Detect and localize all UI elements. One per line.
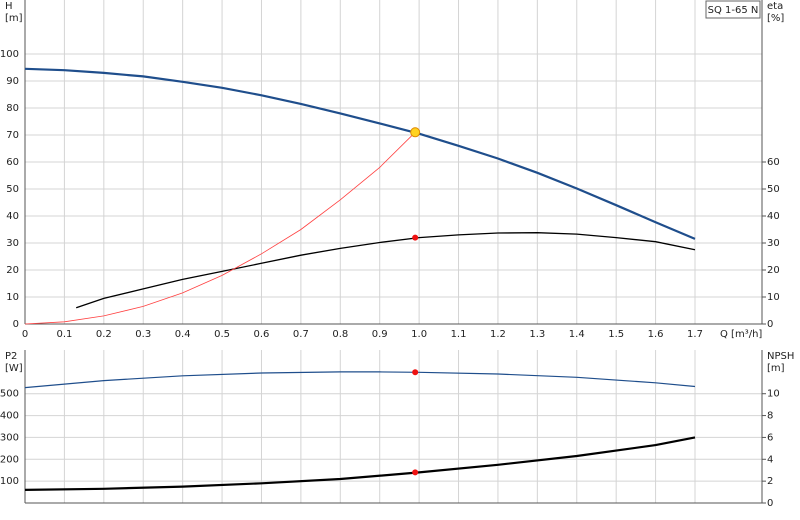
x-tick-label: 1.1 — [451, 329, 467, 340]
x-tick-label: 0.5 — [214, 329, 230, 340]
x-tick-label: 0.3 — [135, 329, 151, 340]
point — [412, 369, 419, 376]
y-tick-label: 20 — [6, 265, 19, 276]
y2-tick-label: 2 — [767, 476, 773, 487]
x-tick-label: 0.7 — [293, 329, 309, 340]
y2-tick-label: 10 — [767, 389, 780, 400]
x-tick-label: 1.7 — [687, 329, 703, 340]
y-tick-label: 100 — [0, 476, 19, 487]
x-tick-label: 1.3 — [529, 329, 545, 340]
y2-tick-label: 40 — [767, 211, 780, 222]
x-tick-label: 0 — [22, 329, 28, 340]
y2-tick-label: 8 — [767, 411, 773, 422]
y2-tick-label: 6 — [767, 432, 773, 443]
x-tick-label: 0.2 — [96, 329, 112, 340]
curve — [75, 232, 696, 309]
x-tick-label: 1.2 — [490, 329, 506, 340]
x-tick-label: 0.4 — [175, 329, 191, 340]
x-tick-label: 1.6 — [648, 329, 664, 340]
y-tick-label: 100 — [0, 49, 19, 60]
curve — [24, 67, 696, 240]
y-axis-label: [W] — [5, 363, 23, 374]
y-tick-label: 80 — [6, 103, 19, 114]
y2-tick-label: 60 — [767, 157, 780, 168]
y2-axis-label: [%] — [767, 13, 784, 24]
y2-axis-label: [m] — [767, 363, 785, 374]
y-tick-label: 0 — [13, 319, 19, 330]
curve — [24, 132, 416, 325]
y-axis-label: H — [5, 1, 13, 12]
y-tick-label: 400 — [0, 411, 19, 422]
y-tick-label: 10 — [6, 292, 19, 303]
y2-tick-label: 0 — [767, 319, 773, 330]
y2-tick-label: 30 — [767, 238, 780, 249]
x-tick-label: 0.9 — [372, 329, 388, 340]
x-tick-label: 1.0 — [411, 329, 427, 340]
y2-tick-label: 0 — [767, 498, 773, 509]
x-tick-label: 0.1 — [56, 329, 72, 340]
y-tick-label: 90 — [6, 76, 19, 87]
y2-tick-label: 50 — [767, 184, 780, 195]
y-axis-label: [m] — [5, 13, 23, 24]
y-axis-label: P2 — [5, 351, 17, 362]
y-tick-label: 50 — [6, 184, 19, 195]
curve — [24, 436, 696, 491]
x-tick-label: 1.5 — [608, 329, 624, 340]
y-tick-label: 70 — [6, 130, 19, 141]
y-tick-label: 60 — [6, 157, 19, 168]
x-tick-label: 0.8 — [332, 329, 348, 340]
point — [412, 234, 419, 241]
y2-tick-label: 20 — [767, 265, 780, 276]
y-tick-label: 30 — [6, 238, 19, 249]
curve — [24, 371, 696, 389]
y-tick-label: 500 — [0, 389, 19, 400]
title-box — [705, 0, 761, 19]
y-tick-label: 40 — [6, 211, 19, 222]
y-tick-label: 200 — [0, 454, 19, 465]
point — [412, 469, 419, 476]
y-tick-label: 300 — [0, 432, 19, 443]
y2-tick-label: 4 — [767, 454, 773, 465]
chart-title: SQ 1-65 N — [708, 5, 759, 16]
y2-axis-label: eta — [767, 1, 783, 12]
x-axis-label: Q [m³/h] — [720, 329, 762, 340]
y2-axis-label: NPSH — [767, 351, 794, 362]
y2-tick-label: 10 — [767, 292, 780, 303]
x-tick-label: 1.4 — [569, 329, 585, 340]
point — [410, 127, 421, 138]
x-tick-label: 0.6 — [254, 329, 270, 340]
